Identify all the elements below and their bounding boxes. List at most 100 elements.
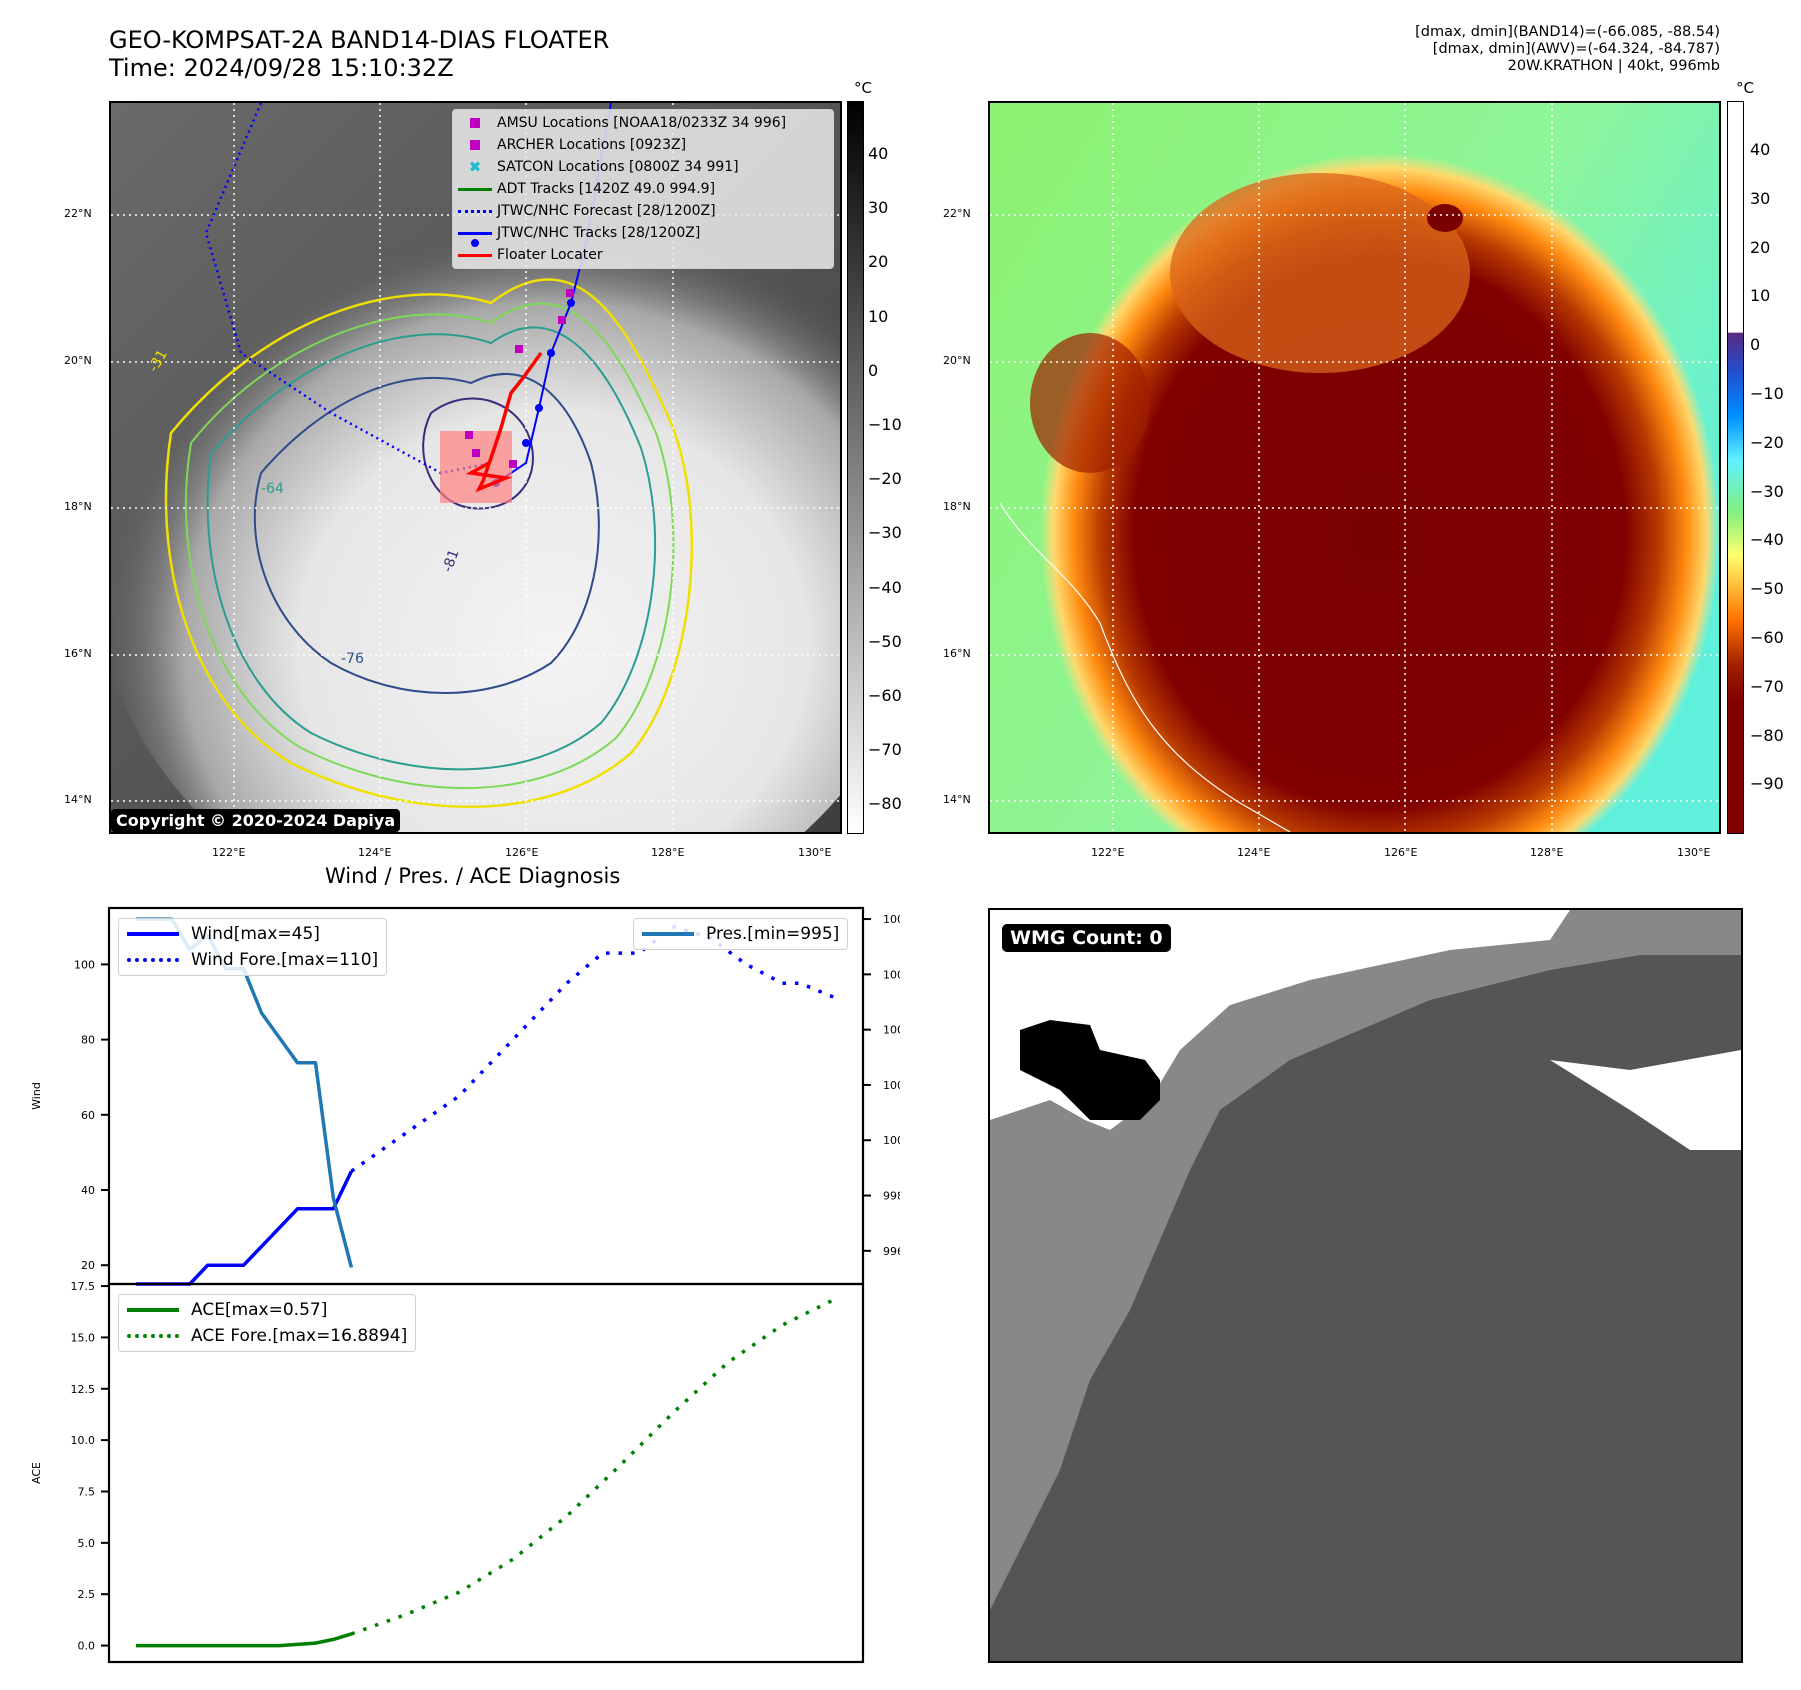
right-colorbar-unit: °C: [1736, 79, 1754, 97]
colorbar-tick: −70: [1750, 676, 1784, 696]
contour-green: [185, 302, 675, 790]
legend-label: ADT Tracks [1420Z 49.0 994.9]: [497, 181, 716, 197]
square-marker-icon: [453, 118, 497, 128]
lon-tick: 128°E: [651, 846, 685, 859]
diagnosis-title: Wind / Pres. / ACE Diagnosis: [325, 864, 621, 888]
ace-legend: ACE[max=0.57] ACE Fore.[max=16.8894]: [118, 1294, 417, 1352]
awv-gridlines: [990, 103, 1719, 832]
y-tick-label: 20: [81, 1259, 95, 1272]
awv-map-canvas: [990, 103, 1719, 832]
dotted-line-icon: [127, 958, 179, 962]
amsu-archer-markers: [465, 289, 574, 468]
wmg-class-dark-core: [1020, 1020, 1160, 1120]
lon-tick: 130°E: [798, 846, 832, 859]
colorbar-tick: −40: [868, 577, 902, 597]
y-tick-label: 7.5: [78, 1485, 96, 1498]
figure-title: GEO-KOMPSAT-2A BAND14-DIAS FLOATER Time:…: [109, 26, 609, 82]
colorbar-tick: −50: [1750, 579, 1784, 599]
colorbar-tick: 0: [868, 360, 879, 380]
solid-line-icon: [453, 187, 497, 191]
y-axis-label: Wind: [30, 1082, 43, 1110]
y-tick-label: 15.0: [71, 1331, 96, 1344]
wmg-canvas: [990, 910, 1741, 1610]
legend-item-ace-fore: ACE Fore.[max=16.8894]: [127, 1323, 407, 1349]
lon-tick: 124°E: [1237, 846, 1271, 859]
colorbar-tick: 20: [1750, 237, 1771, 257]
lon-tick: 122°E: [212, 846, 246, 859]
square-marker-icon: [453, 140, 497, 150]
colorbar-tick: 20: [868, 252, 889, 272]
colorbar-tick: −30: [868, 523, 902, 543]
colorbar-tick: 10: [868, 306, 889, 326]
awv-map-right[interactable]: [988, 101, 1721, 834]
colorbar-tick: −10: [868, 415, 902, 434]
colorbar-tick: −90: [1750, 774, 1784, 794]
legend-item-archer: ARCHER Locations [0923Z]: [453, 134, 833, 156]
lon-tick: 130°E: [1677, 846, 1711, 859]
colorbar-tick: −80: [1750, 725, 1784, 745]
colorbar-tick: −60: [1750, 628, 1784, 647]
right-colorbar: [1727, 101, 1744, 834]
y-tick-label: 0.0: [78, 1640, 96, 1653]
awv-outflow: [1170, 173, 1470, 373]
legend-label: Wind[max=45]: [191, 924, 320, 944]
floater-box: [440, 431, 512, 503]
colorbar-tick: −20: [1750, 432, 1784, 452]
y2-tick-label: 996: [883, 1245, 900, 1258]
wmg-class-mid-top: [990, 910, 1741, 950]
legend-label: ACE[max=0.57]: [191, 1300, 328, 1320]
info-storm: 20W.KRATHON | 40kt, 996mb: [1507, 58, 1720, 74]
contour-teal: [206, 326, 657, 771]
wmg-panel[interactable]: WMG Count: 0: [988, 908, 1743, 1663]
wmg-class-mid: [990, 910, 1741, 1610]
lon-tick: 124°E: [358, 846, 392, 859]
colorbar-tick: −50: [868, 631, 902, 651]
colorbar-tick: −30: [1750, 481, 1784, 501]
legend-item-satcon: ✖ SATCON Locations [0800Z 34 991]: [453, 156, 833, 178]
ace-chart: 17.5 15.0 12.5 10.0 7.5 5.0 2.5 0.0 ACE: [30, 1280, 865, 1664]
plot-frame: [107, 1282, 865, 1664]
lat-tick: 22°N: [64, 207, 92, 220]
solid-line-icon: [453, 253, 497, 257]
coastline: [999, 502, 1291, 832]
lon-tick: 122°E: [1091, 846, 1125, 859]
contour-inner: [422, 397, 534, 510]
lat-tick: 22°N: [943, 207, 971, 220]
ir-map-left[interactable]: -31 -64 -76 -81 AMSU Locations [NOAA18/0…: [109, 101, 842, 834]
solid-line-icon: [642, 932, 694, 936]
lat-tick: 18°N: [943, 500, 971, 513]
y2-tick-label: 998: [883, 1190, 900, 1203]
y-tick-label: 40: [81, 1184, 95, 1197]
lon-tick: 126°E: [505, 846, 539, 859]
dotted-line-icon: [453, 209, 497, 213]
legend-label: SATCON Locations [0800Z 34 991]: [497, 159, 739, 175]
y-tick-label: 100: [74, 958, 95, 971]
y2-tick-label: 1002: [883, 1079, 900, 1092]
wind-legend: Wind[max=45] Wind Fore.[max=110]: [118, 918, 388, 976]
y-tick-label: 10.0: [71, 1434, 96, 1447]
left-colorbar: [847, 101, 864, 834]
legend-label: Pres.[min=995]: [706, 924, 840, 944]
lon-tick: 128°E: [1530, 846, 1564, 859]
y2-tick-label: 1006: [883, 968, 900, 981]
colorbar-tick: −60: [868, 686, 902, 705]
y2-tick-label: 1004: [883, 1024, 900, 1037]
y-tick-label: 5.0: [78, 1537, 96, 1550]
legend-item-jtwc-forecast: JTWC/NHC Forecast [28/1200Z]: [453, 200, 833, 222]
legend-item-jtwc-tracks: JTWC/NHC Tracks [28/1200Z]: [453, 222, 833, 247]
lat-tick: 14°N: [64, 793, 92, 806]
colorbar-tick: −80: [868, 794, 902, 814]
colorbar-tick: −20: [868, 469, 902, 489]
legend-item-amsu: AMSU Locations [NOAA18/0233Z 34 996]: [453, 112, 833, 134]
colorbar-tick: −70: [868, 740, 902, 760]
line-dot-icon: [453, 231, 497, 247]
y-axis-label: ACE: [30, 1462, 43, 1484]
colorbar-tick: −40: [1750, 530, 1784, 550]
y-tick-label: 17.5: [71, 1280, 96, 1293]
y2-tick-label: 1000: [883, 1134, 900, 1147]
left-colorbar-unit: °C: [854, 79, 872, 97]
colorbar-tick: 10: [1750, 286, 1771, 306]
wmg-count-badge: WMG Count: 0: [1002, 924, 1171, 952]
